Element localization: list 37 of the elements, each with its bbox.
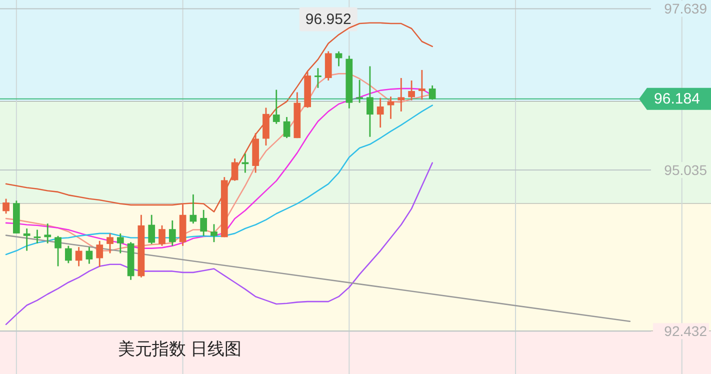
- candlestick: [314, 67, 322, 89]
- line-series: [5, 162, 433, 326]
- candlestick: [44, 222, 52, 244]
- annotation: 96.952: [305, 10, 352, 28]
- y-tick-label: 95.035: [664, 162, 708, 178]
- candlestick: [86, 246, 93, 264]
- candlestick: [428, 84, 436, 100]
- candlestick: [2, 198, 10, 214]
- candlestick: [366, 66, 374, 138]
- candlestick: [64, 245, 72, 264]
- text: 美元指数 日线图: [118, 340, 242, 358]
- candlestick: [96, 240, 104, 268]
- candlestick: [116, 232, 124, 254]
- candlestick: [242, 152, 249, 174]
- candlestick: [376, 97, 384, 128]
- candlestick: [408, 80, 415, 102]
- candlestick: [418, 69, 426, 100]
- candlestick: [210, 223, 218, 243]
- candlestick: [231, 158, 238, 182]
- candlestick: [272, 89, 280, 125]
- candlestick: [158, 224, 166, 247]
- candlestick: [387, 96, 394, 120]
- candlestick: [34, 229, 41, 244]
- y-tick-label: 92.432: [664, 323, 708, 340]
- candlestick: [23, 228, 30, 252]
- candlestick: [200, 209, 208, 237]
- candlestick: [168, 220, 176, 247]
- candlestick: [106, 232, 114, 254]
- y-tick-label: 97.639: [664, 0, 708, 17]
- candlestick: [148, 214, 156, 245]
- candlestick: [54, 235, 62, 267]
- candlestick: [283, 116, 290, 139]
- candlestick: [398, 77, 405, 112]
- ref-line-label: 96.184: [654, 90, 700, 108]
- candlestick: [356, 79, 363, 104]
- candlestick: [75, 246, 82, 267]
- candlestick: [190, 194, 197, 224]
